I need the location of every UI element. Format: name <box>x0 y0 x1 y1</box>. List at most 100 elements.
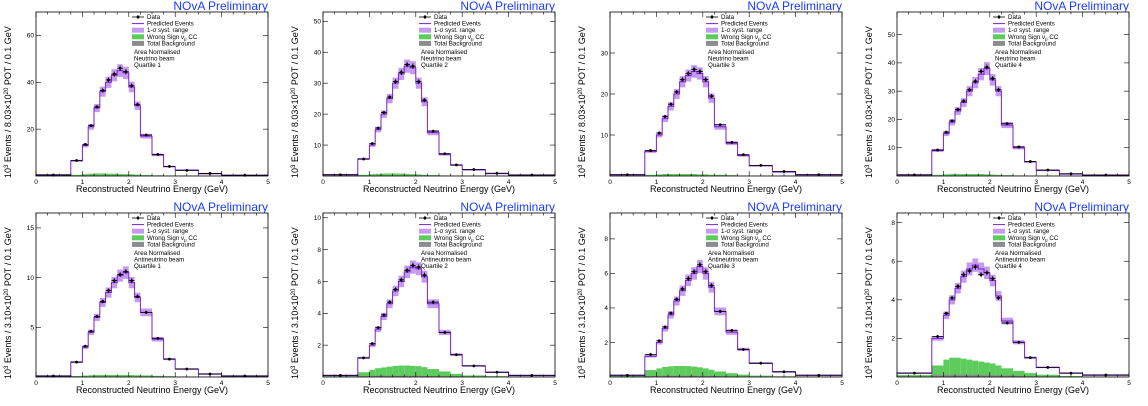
data-point <box>388 96 391 99</box>
data-point <box>670 103 673 106</box>
x-tick-label: 5 <box>553 380 557 387</box>
data-point <box>423 99 426 102</box>
legend-wrong-sign-swatch <box>419 235 431 240</box>
data-point <box>432 130 435 133</box>
x-tick-label: 0 <box>608 380 612 387</box>
y-label-base: 10 <box>290 168 300 178</box>
legend-syst-swatch <box>419 28 431 33</box>
x-tick-label: 0 <box>34 179 38 186</box>
legend-syst-swatch <box>993 28 1005 33</box>
data-point <box>156 153 159 156</box>
y-label-base: 10 <box>3 168 13 178</box>
data-point <box>1046 366 1049 369</box>
data-point <box>1070 372 1073 375</box>
data-point <box>371 342 374 345</box>
data-point <box>951 296 954 299</box>
legend-data-marker <box>711 16 714 19</box>
legend-background-label: Total Background <box>721 241 769 248</box>
data-point <box>113 73 116 76</box>
legend-background-swatch <box>993 242 1005 247</box>
data-point <box>377 326 380 329</box>
x-tick-label: 5 <box>266 179 270 186</box>
wrong-sign-bin <box>703 368 709 377</box>
wrong-sign-bin <box>685 366 691 377</box>
data-point <box>1017 341 1020 344</box>
data-point <box>84 143 87 146</box>
legend-background-swatch <box>132 242 144 247</box>
data-point <box>185 368 188 371</box>
legend-background-swatch <box>132 41 144 46</box>
y-axis-label: 103 Events / 3.10×1020 POT / 0.1 GeV <box>290 227 300 379</box>
legend-syst-swatch <box>706 28 718 33</box>
y-label-base: 10 <box>290 369 300 379</box>
x-tick-label: 0 <box>321 380 325 387</box>
data-point <box>649 353 652 356</box>
prediction-line <box>610 267 842 377</box>
data-point <box>980 273 983 276</box>
legend-background-label: Total Background <box>434 40 482 47</box>
legend-data-marker <box>137 16 140 19</box>
y-tick-label: 8 <box>891 220 895 227</box>
legend-background-label: Total Background <box>147 241 195 248</box>
data-point <box>145 311 148 314</box>
wrong-sign-bin <box>427 369 439 377</box>
data-point <box>759 164 762 167</box>
y-label-mid: Events / <box>3 127 13 165</box>
legend-syst-swatch <box>132 28 144 33</box>
data-point <box>945 131 948 134</box>
data-point <box>945 312 948 315</box>
wrong-sign-bin <box>404 366 410 377</box>
wrong-sign-bin <box>387 367 393 377</box>
data-point <box>472 364 475 367</box>
data-point <box>119 273 122 276</box>
y-tick-label: 10 <box>601 132 609 139</box>
y-label-units: POT / 0.1 GeV <box>3 26 13 87</box>
wrong-sign-bin <box>439 371 451 377</box>
y-label-base: 10 <box>3 369 13 379</box>
data-point <box>675 91 678 94</box>
x-tick-label: 0 <box>321 179 325 186</box>
legend-quartile-label: Quartile 3 <box>708 62 735 69</box>
data-point <box>699 70 702 73</box>
wrong-sign-bin <box>709 370 715 377</box>
y-label-pot: 8.03×10 <box>864 94 874 127</box>
data-point <box>704 78 707 81</box>
legend-background-swatch <box>706 242 718 247</box>
data-point <box>443 152 446 155</box>
data-point <box>670 312 673 315</box>
data-point <box>626 374 629 377</box>
data-point <box>742 153 745 156</box>
data-point <box>90 124 93 127</box>
y-tick-label: 50 <box>888 32 896 39</box>
nova-preliminary-banner: NOvA Preliminary <box>747 0 842 13</box>
y-label-mid: Events / <box>290 127 300 165</box>
data-point <box>455 163 458 166</box>
wrong-sign-bin <box>422 367 428 377</box>
y-label-pot: 3.10×10 <box>290 295 300 328</box>
x-axis-label: Reconstructed Neutrino Energy (GeV) <box>937 184 1089 194</box>
data-point <box>730 329 733 332</box>
data-point <box>649 149 652 152</box>
data-point <box>125 270 128 273</box>
wrong-sign-bin <box>972 361 978 377</box>
x-axis-label: Reconstructed Neutrino Energy (GeV) <box>76 385 228 395</box>
data-point <box>936 335 939 338</box>
legend-data-marker <box>998 16 1001 19</box>
data-point <box>968 269 971 272</box>
prediction-line <box>323 267 555 377</box>
wrong-sign-bin <box>978 362 984 377</box>
y-label-pot: 8.03×10 <box>290 94 300 127</box>
data-point <box>986 271 989 274</box>
legend-data-marker <box>424 16 427 19</box>
y-tick-label: 8 <box>317 247 321 254</box>
data-point <box>710 284 713 287</box>
data-point <box>699 263 702 266</box>
data-point <box>687 72 690 75</box>
y-tick-label: 50 <box>314 19 322 26</box>
